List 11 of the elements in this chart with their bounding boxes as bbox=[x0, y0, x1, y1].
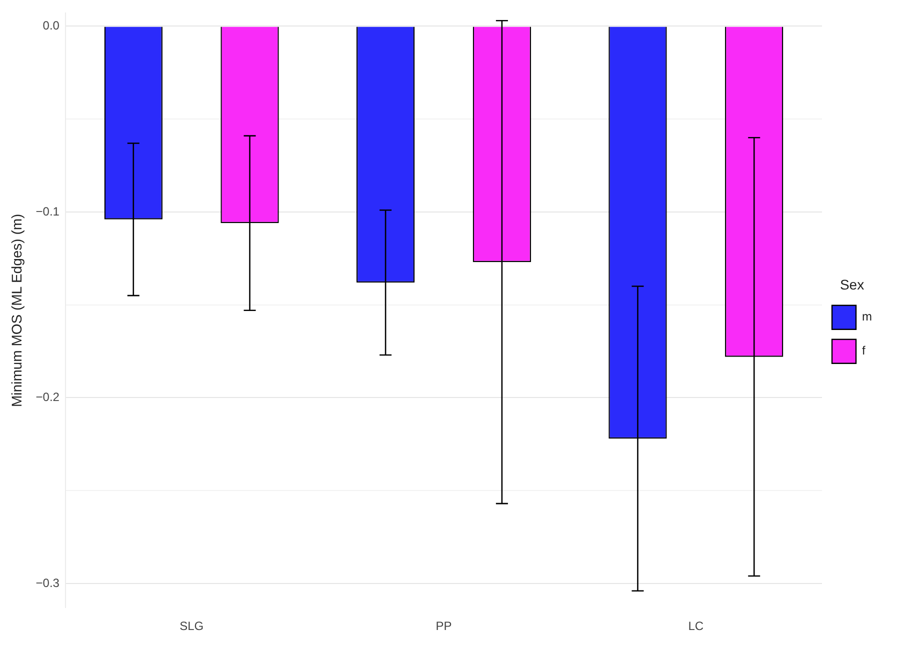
x-tick-label: LC bbox=[688, 619, 704, 634]
legend-label: m bbox=[862, 310, 872, 324]
x-tick-label: SLG bbox=[180, 619, 204, 634]
x-tick-label: PP bbox=[436, 619, 452, 634]
legend-label: f bbox=[862, 344, 866, 358]
y-axis-title: Minimum MOS (ML Edges) (m) bbox=[8, 214, 24, 407]
y-tick-label: −0.2 bbox=[36, 390, 60, 404]
y-tick-label: 0.0 bbox=[42, 18, 60, 33]
legend-title: Sex bbox=[840, 276, 864, 292]
y-tick-label: −0.3 bbox=[36, 576, 60, 590]
y-tick-label: −0.1 bbox=[36, 204, 60, 218]
